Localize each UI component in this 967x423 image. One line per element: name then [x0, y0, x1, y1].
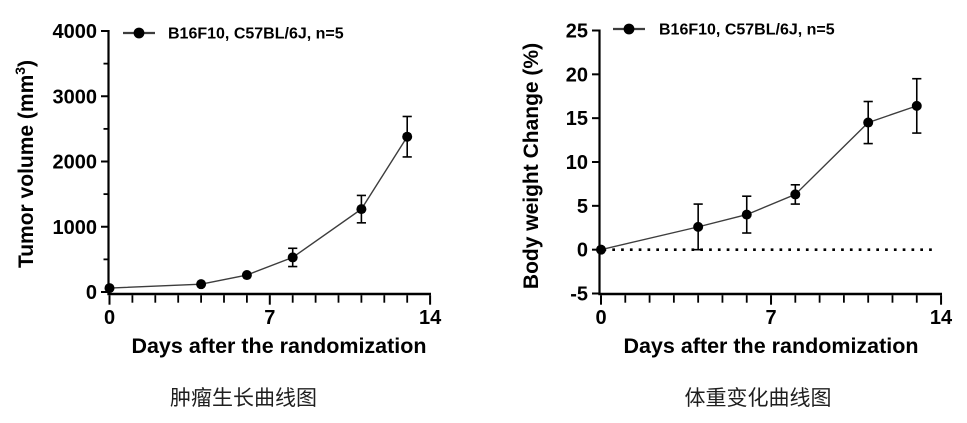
y-tick-label: 20 [566, 64, 588, 86]
legend: B16F10, C57BL/6J, n=5 [123, 26, 344, 43]
x-tick-label: 0 [595, 307, 606, 329]
x-tick-label: 14 [930, 307, 953, 329]
caption-body-weight-curve: 体重变化曲线图 [684, 386, 832, 410]
data-point-marker [790, 189, 801, 200]
data-point-marker [104, 283, 115, 294]
body-weight-chart: -5 0 5 10 15 20 25 0 7 14 B16F10, C57BL/6J, n=5 Day… [520, 21, 953, 359]
y-axis-title: Tumor volume (mm3) [12, 60, 38, 268]
data-point-marker [863, 117, 874, 128]
series-line [600, 105, 917, 251]
y-tick-label: 4000 [53, 21, 98, 43]
y-tick-label: 0 [86, 282, 97, 304]
x-tick-label: 14 [419, 307, 442, 329]
x-tick-label: 0 [104, 307, 115, 329]
y-tick-label: 25 [566, 21, 588, 43]
x-axis-title: Days after the randomization [623, 334, 918, 358]
series [104, 115, 413, 294]
series-line [109, 136, 408, 289]
x-tick-label: 7 [264, 307, 275, 329]
data-point-marker [196, 279, 207, 290]
data-point-marker [741, 209, 752, 220]
tumor-volume-chart: 0 1000 2000 3000 4000 0 7 14 B16F10, C57BL/6J, n… [12, 21, 442, 358]
data-point-marker [402, 131, 413, 142]
legend: B16F10, C57BL/6J, n=5 [613, 22, 835, 39]
y-tick-label: 0 [577, 240, 588, 262]
legend-marker-icon [623, 23, 635, 35]
x-tick-label: 7 [765, 307, 776, 329]
y-tick-label: 2000 [53, 152, 98, 174]
data-point-marker [693, 221, 704, 232]
legend-marker-icon [133, 27, 145, 39]
legend-label: B16F10, C57BL/6J, n=5 [659, 22, 835, 39]
caption-tumor-growth-curve: 肿瘤生长曲线图 [170, 386, 317, 410]
y-tick-label: 10 [566, 152, 588, 174]
legend-label: B16F10, C57BL/6J, n=5 [168, 26, 344, 43]
x-axis-title: Days after the randomization [131, 334, 426, 358]
data-point-marker [911, 100, 922, 111]
y-tick-label: 15 [566, 108, 588, 130]
y-tick-label: 3000 [53, 86, 98, 108]
y-tick-label: -5 [570, 284, 588, 306]
data-point-marker [241, 270, 252, 281]
y-tick-label: 5 [577, 196, 588, 218]
y-tick-label: 1000 [53, 217, 98, 239]
data-point-marker [287, 252, 298, 263]
data-point-marker [356, 204, 367, 215]
y-axis-title: Body weight Change (%) [520, 43, 543, 289]
data-point-marker [596, 244, 606, 255]
series [596, 77, 922, 255]
